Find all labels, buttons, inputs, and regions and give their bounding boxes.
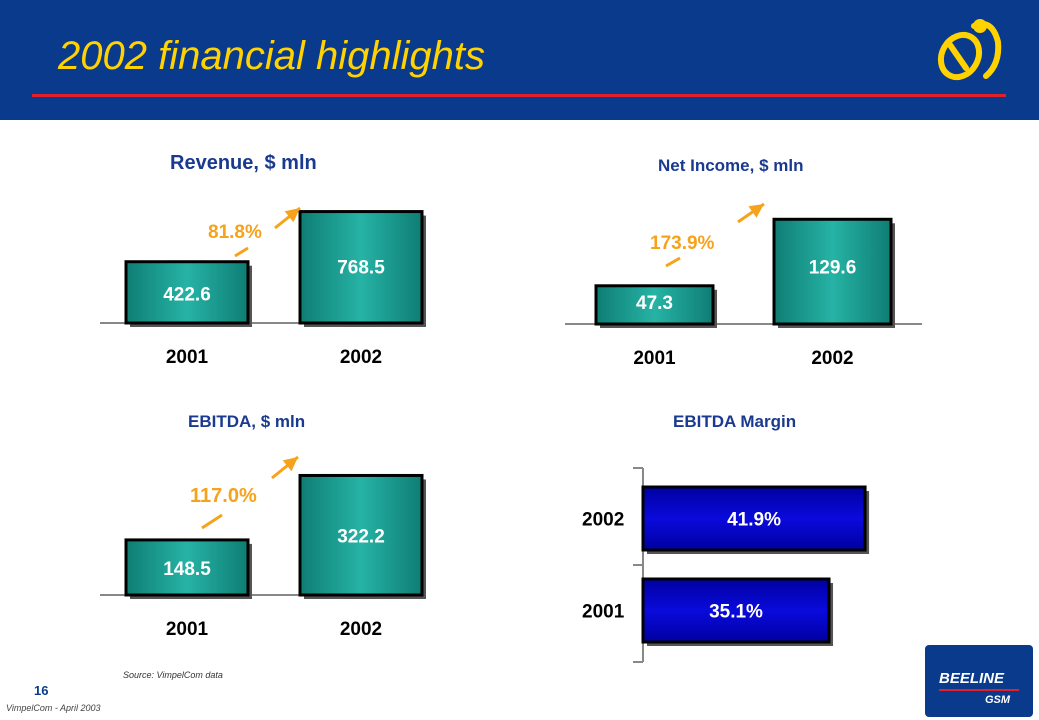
page-title: 2002 financial highlights bbox=[58, 34, 485, 78]
category-label: 2002 bbox=[582, 510, 624, 531]
ebitda-margin-chart: EBITDA Margin 41.9% 2002 35.1% 2001 bbox=[560, 400, 920, 670]
bar-2002 bbox=[641, 485, 867, 552]
growth-arrow-head bbox=[282, 457, 298, 472]
growth-label: 117.0% bbox=[190, 485, 257, 507]
bar-value-label: 47.3 bbox=[636, 293, 673, 314]
bar-2001 bbox=[594, 284, 715, 326]
bar-value-label: 148.5 bbox=[163, 559, 211, 580]
bar-2002 bbox=[298, 473, 424, 597]
bar-value-label: 422.6 bbox=[163, 285, 211, 306]
page-number: 16 bbox=[34, 683, 49, 698]
header-band: 2002 financial highlights bbox=[0, 0, 1039, 120]
category-label: 2002 bbox=[340, 347, 382, 368]
net-income-chart: Net Income, $ mln 47.3 2001 129.6 2002 173.9… bbox=[540, 140, 940, 380]
growth-arrow-tail bbox=[201, 513, 223, 530]
bar-2002 bbox=[298, 210, 424, 325]
growth-label: 173.9% bbox=[650, 233, 715, 254]
category-label: 2001 bbox=[633, 348, 676, 369]
chart-title: EBITDA Margin bbox=[673, 412, 797, 431]
bar-value-label: 41.9% bbox=[727, 510, 781, 531]
net-income-chart-svg: 47.3 2001 129.6 2002 173.9% bbox=[565, 202, 922, 369]
source-note: Source: VimpelCom data bbox=[123, 670, 223, 680]
revenue-chart-svg: 422.6 2001 768.5 2002 81.8% bbox=[100, 206, 426, 368]
brand-logo-word: BEELINE bbox=[939, 670, 1005, 687]
category-label: 2001 bbox=[582, 602, 625, 623]
ebitda-chart-svg: 148.5 2001 322.2 2002 117.0% bbox=[100, 455, 426, 640]
bar-value-label: 768.5 bbox=[337, 258, 385, 279]
growth-arrow-head bbox=[748, 204, 764, 218]
bar-value-label: 129.6 bbox=[809, 257, 857, 278]
bar-2001 bbox=[641, 577, 831, 644]
title-underline bbox=[32, 94, 1006, 97]
growth-arrow-tail bbox=[665, 256, 681, 268]
revenue-chart: Revenue, $ mln 422.6 2001 768.5 2002 81.8% bbox=[60, 140, 440, 380]
category-label: 2002 bbox=[811, 348, 853, 369]
brand-logo-sub: GSM bbox=[985, 694, 1011, 706]
bee-logo-icon bbox=[937, 19, 1002, 81]
chart-title: EBITDA, $ mln bbox=[188, 412, 306, 431]
ebitda-chart: EBITDA, $ mln 148.5 2001 322.2 2002 117.0% bbox=[60, 400, 440, 645]
growth-label: 81.8% bbox=[208, 222, 262, 243]
bar-2002 bbox=[772, 217, 893, 326]
growth-arrow-tail bbox=[234, 246, 249, 258]
chart-title: Revenue, $ mln bbox=[170, 152, 317, 174]
bar-value-label: 35.1% bbox=[709, 602, 763, 623]
bar-2001 bbox=[124, 260, 250, 325]
chart-title: Net Income, $ mln bbox=[658, 156, 804, 175]
category-label: 2001 bbox=[166, 619, 209, 640]
bar-value-label: 322.2 bbox=[337, 526, 385, 547]
ebitda-margin-chart-svg: 41.9% 2002 35.1% 2001 bbox=[582, 467, 870, 663]
category-label: 2002 bbox=[340, 619, 382, 640]
growth-arrow-head bbox=[284, 208, 300, 223]
beeline-gsm-logo: BEELINE GSM bbox=[925, 645, 1033, 717]
bar-2001 bbox=[124, 538, 250, 597]
category-label: 2001 bbox=[166, 347, 209, 368]
company-date: VimpelCom - April 2003 bbox=[6, 703, 101, 713]
